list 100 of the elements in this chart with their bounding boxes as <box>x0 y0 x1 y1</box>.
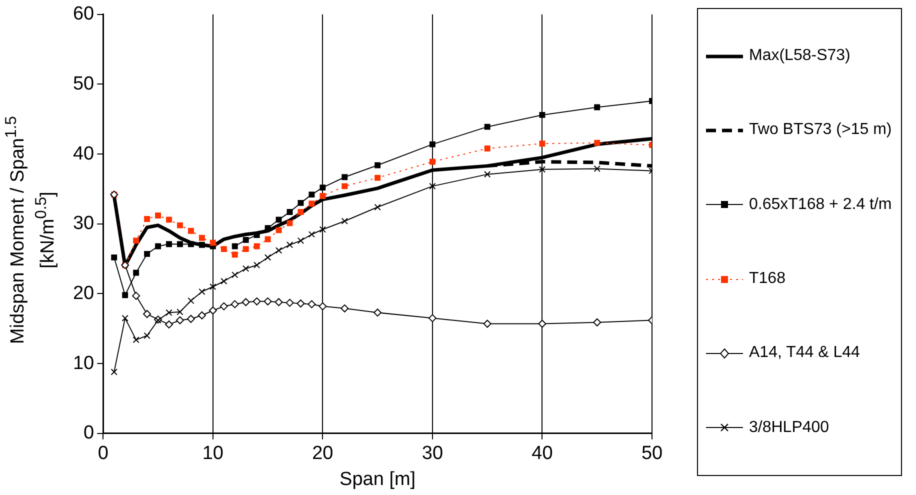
point <box>308 231 316 238</box>
point <box>320 184 326 191</box>
point <box>166 309 172 316</box>
legend-label: T168 <box>749 270 786 288</box>
point <box>275 247 282 254</box>
point <box>252 297 261 306</box>
point <box>429 141 436 148</box>
legend-label: A14, T44 & L44 <box>749 344 860 362</box>
legend-label: 0.65xT168 + 2.4 t/m <box>749 196 892 214</box>
point <box>220 246 227 252</box>
point <box>208 306 217 314</box>
point <box>374 204 381 210</box>
point <box>253 262 260 268</box>
point <box>539 112 546 118</box>
x-tick-label: 0 <box>98 443 108 464</box>
point <box>594 140 600 146</box>
point <box>428 314 436 322</box>
point <box>286 298 294 307</box>
point <box>166 216 172 223</box>
point <box>484 146 490 152</box>
point <box>220 278 228 284</box>
point <box>176 316 184 324</box>
point <box>538 320 546 328</box>
point <box>340 304 349 312</box>
point <box>144 332 150 339</box>
x-tick-label: 40 <box>532 443 553 464</box>
point <box>342 183 348 190</box>
y-tick-label: 20 <box>72 282 94 304</box>
point <box>188 228 194 234</box>
point <box>483 320 492 328</box>
point <box>210 240 216 246</box>
y-tick-label: 50 <box>72 73 94 94</box>
y-tick-label: 40 <box>72 143 94 164</box>
point <box>429 158 436 165</box>
legend-label: Two BTS73 (>15 m) <box>749 121 892 140</box>
x-tick-label: 20 <box>312 443 334 464</box>
point <box>594 165 600 172</box>
point <box>232 272 238 278</box>
point <box>298 209 304 216</box>
point <box>318 302 327 310</box>
point <box>374 308 382 317</box>
point <box>144 216 150 222</box>
point <box>110 368 118 376</box>
point <box>594 104 600 110</box>
point <box>342 174 348 180</box>
point <box>155 243 161 250</box>
y-tick-label: 0 <box>84 422 94 444</box>
point <box>220 302 228 310</box>
point <box>188 297 194 304</box>
x-tick-label: 50 <box>641 443 663 464</box>
point <box>276 216 282 223</box>
point <box>539 140 546 147</box>
point <box>198 311 206 320</box>
point <box>166 241 172 248</box>
point <box>264 254 272 261</box>
point <box>593 318 602 326</box>
point <box>144 250 150 257</box>
y-tick-label: 30 <box>72 213 94 234</box>
point <box>143 310 152 318</box>
x-tick-label: 10 <box>202 443 224 464</box>
point <box>429 182 436 190</box>
point <box>308 192 315 198</box>
point <box>132 336 140 344</box>
point <box>374 162 381 168</box>
point <box>188 241 194 248</box>
point <box>176 308 184 316</box>
point <box>186 314 195 323</box>
point <box>264 225 271 232</box>
point <box>308 300 316 308</box>
point <box>122 314 128 322</box>
point <box>133 270 140 276</box>
point <box>484 124 490 130</box>
point <box>232 243 238 250</box>
point <box>242 246 249 252</box>
point <box>210 283 216 290</box>
point <box>132 292 140 300</box>
point <box>198 288 206 295</box>
point <box>242 265 250 272</box>
point <box>274 298 283 306</box>
legend-label: Max(L58-S73) <box>749 47 850 66</box>
point <box>198 242 205 248</box>
point <box>242 236 249 243</box>
legend-label: 3/8HLP400 <box>749 418 830 437</box>
point <box>286 220 293 226</box>
point <box>264 297 272 306</box>
x-tick-label: 30 <box>422 443 444 464</box>
point <box>242 298 250 306</box>
point <box>155 212 161 218</box>
point <box>232 252 238 258</box>
point <box>296 300 305 308</box>
point <box>319 226 326 233</box>
y-tick-label: 60 <box>72 4 94 25</box>
point <box>276 227 282 234</box>
point <box>198 234 205 241</box>
point <box>308 200 315 207</box>
x-axis-title: Span [m] <box>340 468 416 490</box>
point <box>177 241 183 248</box>
point <box>341 218 348 224</box>
point <box>297 237 304 244</box>
point <box>133 238 140 244</box>
